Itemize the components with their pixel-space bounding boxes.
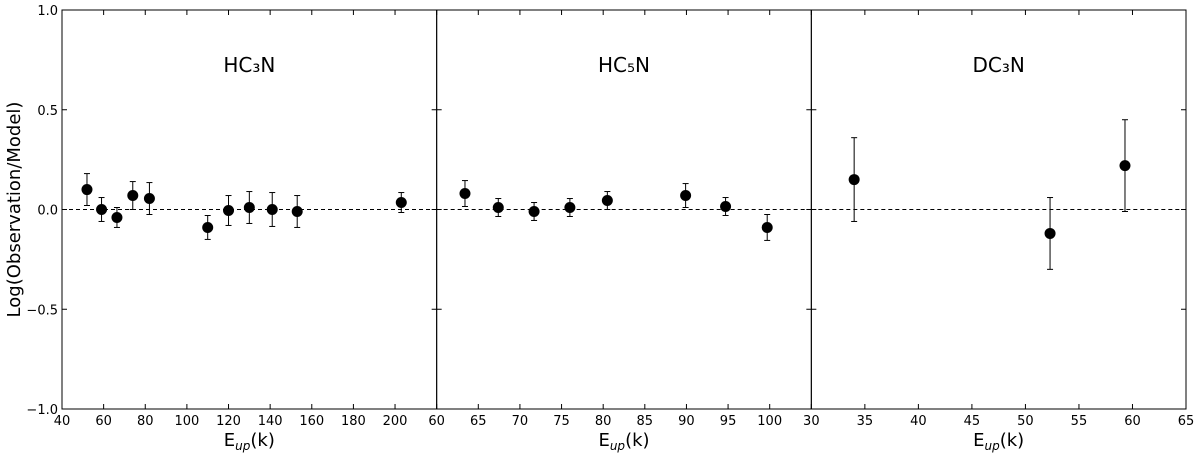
data-point — [492, 202, 504, 214]
x-tick-label: 65 — [1178, 414, 1195, 429]
data-point — [143, 193, 155, 205]
x-tick-label: 200 — [383, 414, 408, 429]
data-point — [720, 201, 732, 213]
data-point — [395, 197, 407, 209]
x-tick-label: 60 — [1124, 414, 1141, 429]
data-point — [459, 188, 471, 200]
data-point — [96, 204, 108, 215]
data-point — [601, 195, 613, 207]
x-axis-label: Eup(k) — [973, 430, 1024, 453]
y-tick-label: 1.0 — [37, 4, 58, 19]
y-tick-label: −1.0 — [26, 403, 58, 418]
x-label-sub: up — [610, 439, 626, 453]
x-label-sub: up — [985, 439, 1001, 453]
data-point — [680, 190, 692, 202]
data-point — [202, 221, 214, 233]
data-point — [266, 204, 278, 215]
x-tick-label: 80 — [137, 414, 154, 429]
x-tick-label: 45 — [964, 414, 981, 429]
data-point — [111, 211, 123, 223]
data-point — [564, 202, 576, 214]
x-tick-label: 35 — [857, 414, 874, 429]
data-point — [127, 190, 139, 202]
panel-title: DC₃N — [972, 53, 1024, 77]
x-label-rest: (k) — [1000, 430, 1024, 451]
x-label-base: E — [973, 430, 984, 451]
x-label-rest: (k) — [625, 430, 649, 451]
x-tick-label: 70 — [512, 414, 529, 429]
data-point — [243, 202, 255, 214]
x-label-sub: up — [235, 439, 251, 453]
x-tick-label: 30 — [803, 414, 820, 429]
x-tick-label: 50 — [1017, 414, 1034, 429]
x-tick-label: 80 — [595, 414, 612, 429]
x-tick-label: 85 — [637, 414, 654, 429]
x-label-rest: (k) — [250, 430, 274, 451]
y-tick-label: 0.5 — [37, 104, 58, 119]
x-label-base: E — [598, 430, 609, 451]
x-tick-label: 90 — [678, 414, 695, 429]
x-tick-label: 180 — [341, 414, 366, 429]
x-tick-label: 100 — [757, 414, 782, 429]
x-tick-label: 140 — [258, 414, 283, 429]
panel-title: HC₃N — [223, 53, 275, 77]
data-point — [1044, 227, 1056, 239]
x-tick-label: 100 — [174, 414, 199, 429]
x-tick-label: 75 — [553, 414, 570, 429]
x-tick-label: 60 — [95, 414, 112, 429]
data-point — [1119, 160, 1131, 172]
x-axis-label: Eup(k) — [224, 430, 275, 453]
x-tick-label: 55 — [1071, 414, 1088, 429]
y-tick-label: 0.0 — [37, 204, 58, 219]
y-axis-label: Log(Observation/Model) — [4, 102, 25, 318]
x-axis-label: Eup(k) — [598, 430, 649, 453]
data-point — [291, 205, 303, 217]
x-label-base: E — [224, 430, 235, 451]
x-tick-label: 65 — [470, 414, 487, 429]
data-point — [848, 174, 860, 186]
x-tick-label: 40 — [910, 414, 927, 429]
data-point — [761, 221, 773, 233]
y-tick-label: −0.5 — [26, 303, 58, 318]
x-tick-label: 40 — [54, 414, 71, 429]
data-point — [528, 205, 540, 217]
x-tick-label: 95 — [720, 414, 737, 429]
x-tick-label: 120 — [216, 414, 241, 429]
x-tick-label: 60 — [428, 414, 445, 429]
panel-title: HC₅N — [598, 53, 650, 77]
data-point — [223, 204, 235, 216]
x-tick-label: 160 — [299, 414, 324, 429]
data-point — [81, 184, 93, 196]
